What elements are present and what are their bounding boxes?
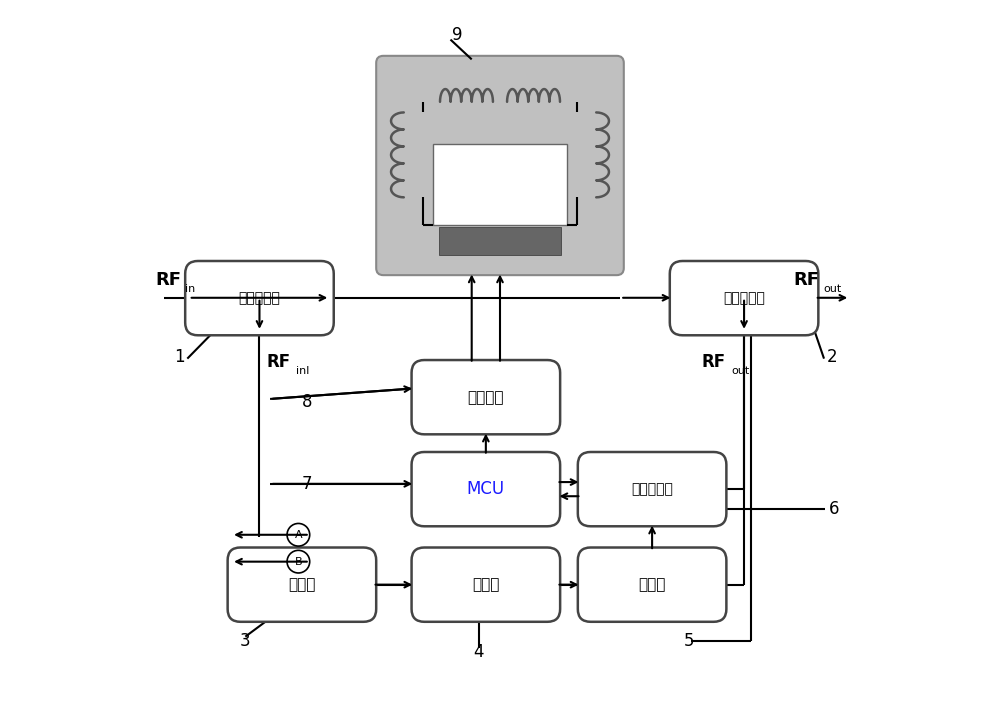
Text: 保持器: 保持器 xyxy=(638,577,666,593)
FancyBboxPatch shape xyxy=(412,360,560,434)
Circle shape xyxy=(287,550,310,573)
Text: RF: RF xyxy=(267,353,291,371)
Bar xyxy=(433,144,567,225)
Text: RF: RF xyxy=(794,271,820,289)
Text: 8: 8 xyxy=(302,394,313,411)
Text: RF: RF xyxy=(702,353,726,371)
Text: RF: RF xyxy=(155,271,181,289)
FancyBboxPatch shape xyxy=(228,548,376,622)
Text: B: B xyxy=(295,557,302,567)
Text: 相位解调器: 相位解调器 xyxy=(631,482,673,496)
Text: 5: 5 xyxy=(684,632,694,650)
Text: in: in xyxy=(185,284,195,294)
Text: 6: 6 xyxy=(829,500,839,518)
Text: 鉴相器: 鉴相器 xyxy=(288,577,316,593)
Text: 9: 9 xyxy=(452,26,463,43)
FancyBboxPatch shape xyxy=(578,452,726,526)
Text: 3: 3 xyxy=(240,632,251,650)
Text: 滤波器: 滤波器 xyxy=(472,577,500,593)
Text: 第一耦合器: 第一耦合器 xyxy=(239,291,280,305)
Text: out: out xyxy=(823,284,842,294)
Text: 7: 7 xyxy=(302,475,313,493)
Text: A: A xyxy=(295,530,302,540)
Circle shape xyxy=(287,523,310,546)
FancyBboxPatch shape xyxy=(670,261,818,335)
FancyBboxPatch shape xyxy=(412,548,560,622)
Text: 第二耦合器: 第二耦合器 xyxy=(723,291,765,305)
Text: 4: 4 xyxy=(474,643,484,661)
FancyBboxPatch shape xyxy=(578,548,726,622)
FancyBboxPatch shape xyxy=(412,452,560,526)
Bar xyxy=(439,227,561,255)
Text: inl: inl xyxy=(296,366,310,376)
FancyBboxPatch shape xyxy=(376,56,624,275)
FancyBboxPatch shape xyxy=(185,261,334,335)
Text: 1: 1 xyxy=(175,347,185,366)
Text: outl: outl xyxy=(731,366,753,376)
Text: 驱动电路: 驱动电路 xyxy=(468,390,504,405)
Text: 2: 2 xyxy=(827,347,837,366)
Text: MCU: MCU xyxy=(467,480,505,498)
